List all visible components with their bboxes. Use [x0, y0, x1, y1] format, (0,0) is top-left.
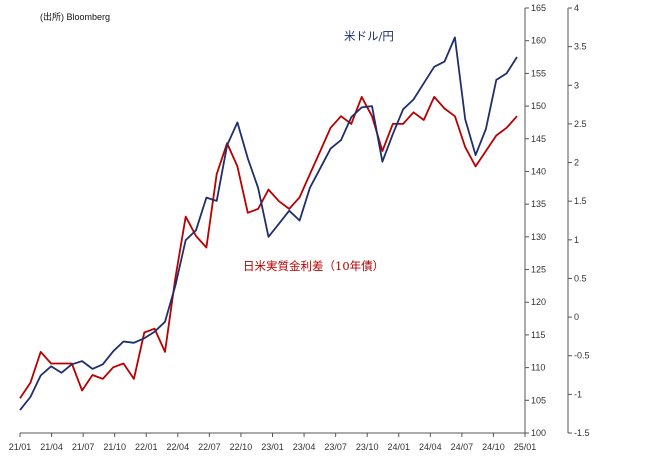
x-axis-ticks: 21/01 21/04 21/07 21/10 22/01 22/04 22/07 22/10…	[9, 433, 537, 452]
x-tick-label: 23/04	[293, 442, 316, 452]
x-tick-label: 22/07	[198, 442, 221, 452]
left-y-tick-label: 105	[531, 395, 546, 405]
x-tick-label: 23/10	[356, 442, 379, 452]
x-tick-label: 22/01	[135, 442, 158, 452]
x-tick-label: 24/07	[451, 442, 474, 452]
axes	[20, 8, 569, 434]
x-tick-label: 24/10	[482, 442, 505, 452]
x-tick-label: 21/07	[72, 442, 95, 452]
left-y-tick-label: 160	[531, 36, 546, 46]
left-y-tick-label: 150	[531, 101, 546, 111]
x-tick-label: 23/07	[324, 442, 347, 452]
x-tick-label: 24/01	[387, 442, 410, 452]
x-tick-label: 23/01	[261, 442, 284, 452]
right-y-tick-label: 1.5	[574, 196, 587, 206]
right-y-tick-label: 0	[574, 312, 579, 322]
right-y-tick-label: 1	[574, 235, 579, 245]
right-y-tick-label: 2.5	[574, 119, 587, 129]
left-y-tick-label: 130	[531, 232, 546, 242]
right-y-tick-label: 3.5	[574, 42, 587, 52]
left-y-tick-label: 115	[531, 330, 545, 340]
x-tick-label: 24/04	[419, 442, 442, 452]
series-label-real-rate-diff: 日米実質金利差（10年債）	[243, 259, 385, 273]
right-y-tick-label: -1.5	[574, 428, 590, 438]
left-y-tick-label: 165	[531, 3, 546, 13]
right-y-tick-label: -1	[574, 389, 582, 399]
x-tick-label: 21/01	[9, 442, 32, 452]
series-label-usdjpy: 米ドル/円	[344, 29, 394, 43]
x-tick-label: 25/01	[514, 442, 537, 452]
series-line-real-rate-diff	[19, 96, 518, 399]
x-tick-label: 21/10	[103, 442, 126, 452]
right-y-tick-label: 4	[574, 3, 579, 13]
x-tick-label: 22/10	[230, 442, 253, 452]
right-y-tick-label: 0.5	[574, 273, 587, 283]
right-y-tick-label: 3	[574, 80, 579, 90]
left-y-tick-label: 135	[531, 199, 546, 209]
series-line-usdjpy	[19, 36, 518, 411]
left-y-tick-label: 100	[531, 428, 546, 438]
x-tick-label: 21/04	[40, 442, 63, 452]
left-y-tick-label: 110	[531, 363, 545, 373]
source-note: (出所) Bloomberg	[40, 12, 111, 22]
right-y-tick-label: -0.5	[574, 351, 590, 361]
left-y-tick-label: 120	[531, 297, 546, 307]
left-y-axis-ticks: 100 105 110 115 120 125 130 135 140 145 150 155 160 1…	[525, 3, 546, 438]
left-y-tick-label: 140	[531, 166, 546, 176]
left-y-tick-label: 145	[531, 134, 546, 144]
left-y-tick-label: 125	[531, 265, 546, 275]
left-y-tick-label: 155	[531, 68, 546, 78]
x-tick-label: 22/04	[167, 442, 190, 452]
series-layer	[19, 36, 518, 411]
right-y-axis-ticks: -1.5 -1 -0.5 0 0.5 1 1.5 2 2.5 3 3.5 4	[568, 3, 590, 438]
right-y-tick-label: 2	[574, 158, 579, 168]
